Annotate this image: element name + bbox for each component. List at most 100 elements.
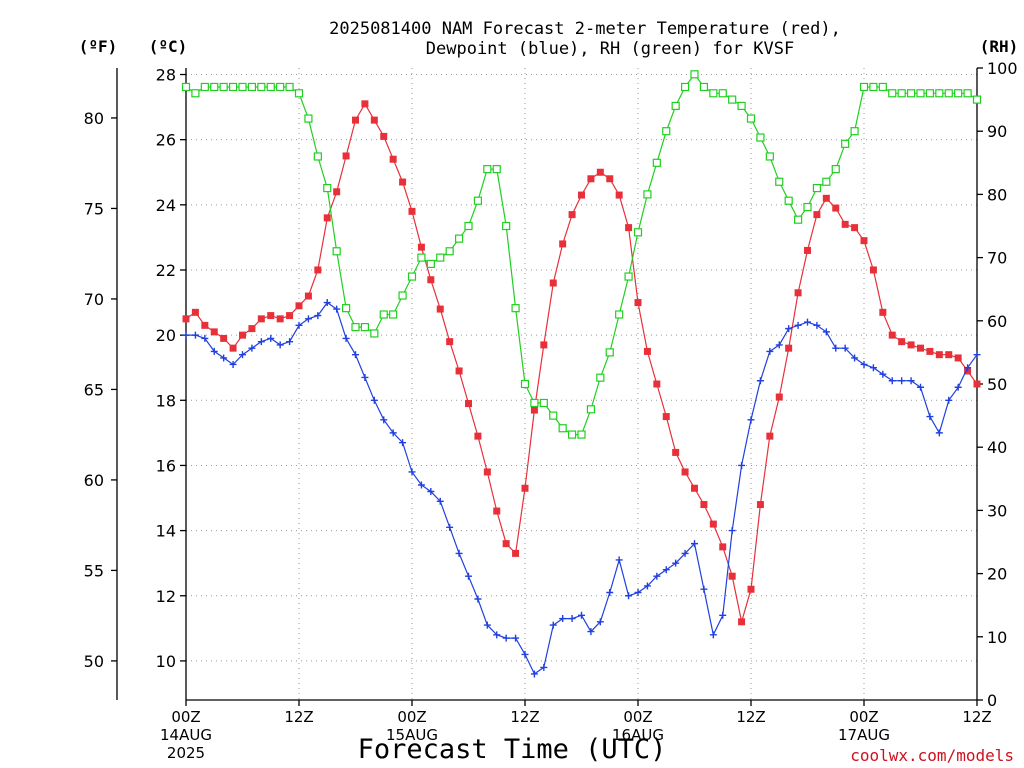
x-tick-date-label: 16AUG [612, 726, 664, 744]
rh-point [972, 95, 982, 104]
rh-point [586, 405, 596, 414]
dewpoint-point [239, 351, 246, 359]
rh-point [285, 82, 294, 92]
dewpoint-point [804, 318, 811, 326]
rh-point [219, 82, 228, 92]
dewpoint-point [917, 383, 924, 391]
temperature-point [304, 292, 312, 300]
dewpoint-point [389, 429, 397, 437]
rh-point [897, 89, 906, 98]
dewpoint-point [813, 321, 821, 329]
rh-point [803, 202, 812, 212]
temperature-point [361, 100, 369, 108]
temperature-point [832, 204, 840, 212]
temperature-point [257, 315, 265, 323]
rh-tick-label: 0 [987, 691, 997, 710]
temperature-point [869, 266, 877, 274]
x-tick-year-label: 2025 [167, 744, 205, 762]
temperature-point [973, 380, 981, 388]
rh-point [530, 398, 539, 408]
rh-point [690, 70, 699, 79]
temperature-point [766, 432, 774, 440]
dewpoint-point [304, 315, 312, 323]
temperature-point [446, 338, 454, 346]
rh-tick-label: 40 [987, 438, 1007, 457]
temperature-point [822, 194, 830, 202]
dewpoint-point [568, 615, 576, 623]
rh-tick-label: 10 [987, 628, 1007, 647]
rh-point [257, 82, 266, 92]
dewpoint-point [201, 334, 209, 342]
dewpoint-point [681, 549, 689, 557]
x-tick-label: 00Z [171, 708, 200, 726]
temperature-point [662, 413, 670, 421]
rh-point [492, 165, 501, 174]
dewpoint-point [691, 540, 698, 548]
tick-labels: 10 12 14 16 18 20 22 24 26 28 50 55 60 65 70 75 80 0 10 20 3… [84, 59, 1018, 762]
temperature-point [342, 152, 350, 160]
rh-point [511, 304, 520, 313]
temperature-point [804, 246, 811, 254]
temperature-point [794, 289, 802, 297]
temperature-point [229, 344, 237, 352]
rh-point [464, 221, 473, 231]
dewpoint-series [182, 299, 981, 678]
dewpoint-point [954, 383, 962, 391]
rh-point [633, 228, 643, 237]
rh-point [417, 253, 426, 262]
temperature-point [276, 315, 284, 323]
rh-point [671, 101, 680, 111]
rh-tick-label: 50 [987, 375, 1007, 394]
x-tick-label: 12Z [736, 708, 765, 726]
dewpoint-point [794, 321, 802, 329]
axes [111, 67, 983, 706]
rh-point [294, 89, 304, 98]
dewpoint-point [578, 611, 585, 619]
rh-point [210, 82, 219, 92]
dewpoint-point [323, 299, 331, 307]
dewpoint-point [380, 416, 388, 424]
temperature-point [248, 325, 256, 333]
celsius-unit-label: (ºC) [149, 37, 188, 56]
rh-point [615, 310, 624, 319]
dewpoint-point [709, 631, 717, 639]
rh-point [841, 139, 850, 148]
temperature-point [286, 312, 294, 320]
dewpoint-point [361, 373, 369, 381]
rh-point [728, 95, 737, 104]
credit-label: coolwx.com/models [850, 746, 1014, 765]
x-axis-label: Forecast Time (UTC) [358, 734, 667, 765]
dewpoint-point [841, 344, 849, 352]
rh-point [652, 158, 661, 167]
rh-point [539, 398, 548, 408]
dewpoint-point [860, 360, 868, 368]
rh-point [483, 165, 492, 174]
temperature-point [672, 448, 680, 456]
rh-point [699, 82, 709, 92]
dewpoint-point [879, 370, 887, 378]
dewpoint-point [276, 341, 284, 349]
dewpoint-point [700, 585, 708, 593]
dewpoint-point [333, 305, 341, 313]
dewpoint-point [502, 634, 510, 642]
temperature-point [465, 400, 472, 408]
temperature-point [945, 351, 953, 359]
rh-point [266, 82, 275, 92]
dewpoint-point [417, 481, 425, 489]
rh-point [445, 247, 454, 256]
rh-point [577, 430, 586, 439]
temperature-point [436, 305, 444, 313]
rh-point [925, 89, 935, 98]
temperature-point [370, 116, 378, 124]
temperature-point [239, 331, 246, 339]
rh-tick-label: 90 [987, 122, 1007, 141]
rh-point [436, 253, 445, 262]
rh-point [963, 89, 972, 98]
dewpoint-point [474, 595, 482, 603]
dewpoint-point [662, 566, 670, 574]
rh-point [775, 177, 784, 186]
dewpoint-point [653, 572, 661, 580]
rh-point [454, 234, 464, 243]
rh-point [276, 82, 285, 92]
